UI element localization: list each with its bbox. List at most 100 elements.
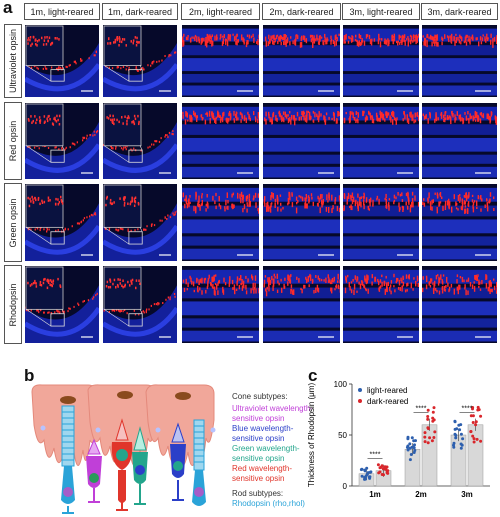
point-3m-dark-reared-10 — [479, 414, 483, 418]
y-tick-label-2: 100 — [334, 380, 348, 389]
micrograph-r3-c1 — [103, 266, 177, 343]
micrograph-r2-c5 — [422, 184, 497, 261]
bar-3m-dark-reared — [467, 424, 484, 487]
point-3m-light-reared-7 — [459, 446, 463, 450]
point-2m-dark-reared-0 — [423, 440, 427, 444]
micrograph-r1-c3 — [263, 103, 340, 179]
micrograph-r3-c4 — [343, 266, 419, 343]
point-2m-dark-reared-12 — [423, 435, 427, 439]
y-tick-label-0: 0 — [343, 482, 348, 491]
point-3m-light-reared-4 — [457, 423, 461, 427]
y-tick-label-1: 50 — [338, 431, 347, 440]
micrograph-r0-c2 — [182, 25, 259, 97]
point-2m-light-reared-16 — [409, 453, 413, 456]
point-1m-dark-reared-9 — [380, 473, 384, 476]
rod-subtypes-title: Rod subtypes: — [232, 489, 284, 498]
point-3m-dark-reared-6 — [479, 439, 483, 443]
rod-cell-right — [192, 419, 206, 506]
rod-legend-rhodopsin: Rhodopsin (rho,rhol) — [232, 499, 305, 508]
rod-cell — [61, 405, 75, 514]
point-2m-dark-reared-14 — [431, 416, 435, 420]
point-3m-light-reared-11 — [459, 432, 463, 436]
double-cone-cell — [111, 418, 148, 511]
point-2m-dark-reared-2 — [431, 410, 435, 414]
column-header-5: 3m, dark-reared — [421, 3, 498, 20]
micrograph-r2-c3 — [263, 184, 340, 261]
panel-b-letter: b — [24, 366, 35, 385]
row-header-0: Ultraviolet opsin — [4, 24, 22, 98]
micrograph-r2-c0 — [25, 184, 99, 261]
point-2m-light-reared-3 — [413, 443, 416, 447]
point-2m-light-reared-13 — [406, 437, 410, 441]
micrograph-r1-c1 — [103, 103, 177, 179]
point-3m-dark-reared-7 — [471, 434, 475, 438]
point-2m-light-reared-14 — [412, 451, 416, 454]
point-3m-dark-reared-11 — [471, 421, 475, 424]
point-1m-dark-reared-13 — [376, 463, 380, 467]
bar-2m-dark-reared — [421, 424, 438, 487]
point-3m-light-reared-17 — [452, 441, 456, 445]
legend-label-1: dark-reared — [367, 397, 408, 406]
point-1m-light-reared-10 — [368, 476, 372, 480]
point-2m-dark-reared-17 — [426, 417, 430, 421]
legend-label-0: light-reared — [367, 386, 407, 395]
sig-label-1m: **** — [370, 451, 381, 458]
photoreceptor-diagram — [31, 384, 216, 514]
point-2m-dark-reared-5 — [430, 439, 434, 443]
point-2m-light-reared-1 — [408, 458, 412, 462]
blue-cone-cell — [170, 422, 186, 501]
point-3m-light-reared-12 — [454, 436, 458, 440]
point-2m-light-reared-9 — [412, 439, 416, 443]
y-axis-label: Thickness of Rhodopsin (μm) — [307, 383, 316, 488]
micrograph-r0-c0 — [25, 25, 99, 97]
cone-legend-item-2: Green wavelength-sensitive opsin — [232, 444, 300, 463]
point-2m-light-reared-2 — [410, 436, 414, 440]
point-2m-light-reared-15 — [408, 446, 412, 450]
point-2m-dark-reared-15 — [426, 427, 430, 431]
x-tick-label-1m: 1m — [369, 490, 381, 499]
panel-c-letter: c — [308, 366, 318, 385]
point-2m-dark-reared-1 — [432, 406, 436, 410]
point-3m-light-reared-2 — [461, 437, 465, 441]
column-header-4: 3m, light-reared — [342, 3, 420, 20]
micrograph-r3-c0 — [25, 266, 99, 343]
micrograph-r2-c2 — [182, 184, 259, 261]
point-2m-dark-reared-6 — [426, 441, 430, 445]
cone-legend-item-0: Ultraviolet wavelength-sensitive opsin — [232, 404, 313, 423]
column-header-3: 2m, dark-reared — [262, 3, 341, 20]
point-3m-light-reared-15 — [453, 420, 457, 424]
column-header-0: 1m, light-reared — [24, 3, 100, 20]
point-3m-dark-reared-14 — [469, 430, 473, 434]
legend-marker-0 — [358, 388, 362, 392]
micrograph-r3-c5 — [422, 266, 497, 343]
point-1m-light-reared-1 — [360, 474, 364, 478]
point-1m-dark-reared-16 — [377, 471, 381, 475]
point-2m-dark-reared-10 — [423, 431, 427, 435]
point-2m-dark-reared-8 — [426, 415, 430, 418]
point-3m-dark-reared-13 — [471, 407, 474, 411]
point-3m-light-reared-10 — [453, 427, 457, 431]
micrograph-r0-c4 — [343, 25, 419, 97]
sig-label-2m: **** — [416, 406, 427, 413]
point-2m-light-reared-8 — [406, 444, 410, 448]
micrograph-r2-c1 — [103, 184, 177, 261]
rhodopsin-thickness-chart: Thickness of Rhodopsin (μm) 0 50 100 **** 1m *… — [307, 380, 490, 499]
row-header-3: Rhodopsin — [4, 265, 22, 344]
point-2m-dark-reared-4 — [433, 430, 437, 434]
micrograph-r1-c4 — [343, 103, 419, 179]
point-1m-dark-reared-12 — [384, 466, 388, 470]
point-2m-dark-reared-11 — [432, 436, 436, 439]
point-2m-light-reared-4 — [406, 448, 410, 452]
legend-marker-1 — [358, 399, 362, 403]
micrograph-r1-c0 — [25, 103, 99, 179]
point-1m-dark-reared-6 — [381, 467, 385, 471]
row-header-1: Red opsin — [4, 102, 22, 180]
point-2m-dark-reared-9 — [428, 436, 432, 440]
micrograph-r1-c2 — [182, 103, 259, 179]
micrograph-r1-c5 — [422, 103, 497, 179]
point-1m-light-reared-16 — [364, 477, 367, 481]
row-header-2: Green opsin — [4, 183, 22, 262]
cone-legend-item-1: Blue wavelength-sensitive opsin — [232, 424, 294, 443]
micrograph-r0-c3 — [263, 25, 340, 97]
point-3m-dark-reared-15 — [475, 437, 479, 441]
